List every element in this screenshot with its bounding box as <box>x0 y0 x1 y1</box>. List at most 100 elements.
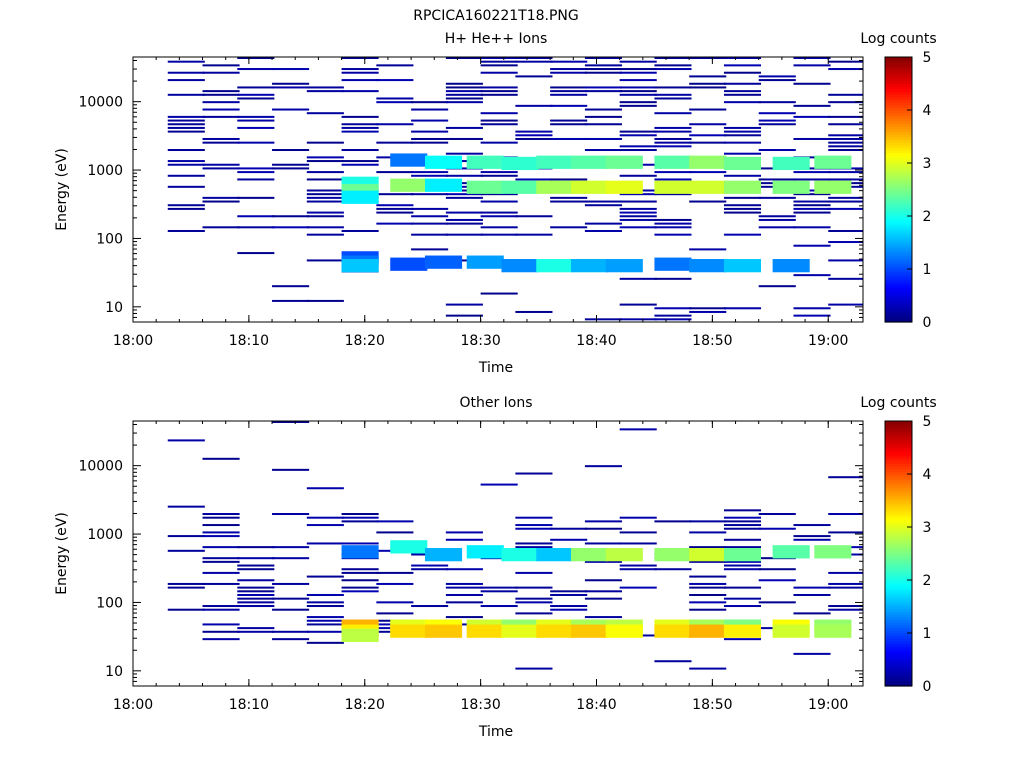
colorbar-band <box>885 59 912 63</box>
cell <box>237 564 275 567</box>
cell <box>445 616 483 619</box>
cell <box>793 535 831 538</box>
cell <box>828 60 863 63</box>
colorbar-band <box>885 237 912 241</box>
cell <box>689 531 727 534</box>
colorbar-band <box>885 582 912 586</box>
cell <box>619 71 657 74</box>
cell <box>793 244 831 247</box>
cell <box>376 101 414 104</box>
colorbar-band <box>885 120 912 124</box>
cell <box>480 215 518 218</box>
cell <box>202 457 240 460</box>
cell <box>550 60 588 63</box>
cell <box>619 318 657 321</box>
cell <box>501 259 539 273</box>
cell <box>306 593 344 596</box>
cell <box>758 513 796 516</box>
colorbar-band <box>885 569 912 573</box>
cell <box>758 101 796 104</box>
cell <box>341 568 379 571</box>
colorbar-band <box>885 125 912 130</box>
cell <box>723 307 762 310</box>
cell <box>723 130 762 133</box>
cell <box>376 97 414 100</box>
colorbar-band <box>885 664 912 669</box>
cell <box>411 130 449 133</box>
colorbar-band <box>885 495 912 499</box>
cell <box>619 564 657 567</box>
colorbar-band <box>885 115 912 119</box>
cell <box>584 222 622 225</box>
cell <box>272 630 310 633</box>
cell <box>466 545 504 559</box>
colorbar-band <box>885 208 912 212</box>
cell <box>272 163 310 166</box>
colorbar-frame <box>884 56 913 323</box>
colorbar-band <box>885 534 912 539</box>
cell <box>515 178 553 181</box>
cell <box>237 593 275 596</box>
colorbar-band <box>885 223 912 228</box>
cell <box>772 545 810 559</box>
cell <box>758 149 796 152</box>
panel-title: Other Ions <box>459 395 532 411</box>
cell <box>828 513 863 516</box>
cell <box>723 211 762 214</box>
colorbar-band <box>885 460 912 464</box>
cell <box>793 57 831 59</box>
cell <box>584 318 622 321</box>
colorbar-band <box>885 112 912 116</box>
cell <box>689 310 727 313</box>
cell <box>480 119 518 122</box>
cell <box>758 75 796 78</box>
cell <box>584 465 622 468</box>
colorbar-band <box>885 282 912 286</box>
colorbar-band <box>885 91 912 95</box>
cell <box>689 593 727 596</box>
colorbar-band <box>885 580 912 584</box>
cell <box>202 226 240 229</box>
cell <box>619 174 657 177</box>
colorbar-band <box>885 521 912 525</box>
cell <box>341 90 379 93</box>
colorbar-band <box>885 170 912 175</box>
cell <box>571 624 609 638</box>
cell <box>723 152 762 155</box>
cell <box>411 233 449 236</box>
cell <box>619 101 657 104</box>
colorbar-band <box>885 442 912 446</box>
cell <box>272 167 310 170</box>
cell <box>445 568 483 571</box>
cell <box>341 571 379 574</box>
colorbar-band <box>885 659 912 663</box>
colorbar-band <box>885 258 912 262</box>
colorbar-band <box>885 585 912 589</box>
cell <box>445 623 483 626</box>
cell <box>619 568 657 571</box>
cell <box>445 582 483 585</box>
cell <box>306 86 344 89</box>
colorbar-band <box>885 194 912 199</box>
cell <box>306 299 344 302</box>
colorbar-band <box>885 635 912 639</box>
cell <box>341 160 379 163</box>
cell <box>466 255 504 269</box>
cell <box>202 571 240 574</box>
cell <box>654 57 692 59</box>
cell <box>793 612 831 615</box>
cell <box>619 211 657 214</box>
cell <box>237 601 275 604</box>
cell <box>828 586 863 589</box>
cell <box>654 257 692 271</box>
colorbar-band <box>885 306 912 310</box>
cell <box>341 520 379 523</box>
figure-title: RPCICA160221T18.PNG <box>413 8 578 24</box>
colorbar-band <box>885 667 912 671</box>
colorbar-band <box>885 200 912 204</box>
cell <box>828 207 863 210</box>
cell <box>376 582 414 585</box>
cell <box>167 71 205 74</box>
cell <box>425 255 463 269</box>
colorbar-band <box>885 247 912 252</box>
